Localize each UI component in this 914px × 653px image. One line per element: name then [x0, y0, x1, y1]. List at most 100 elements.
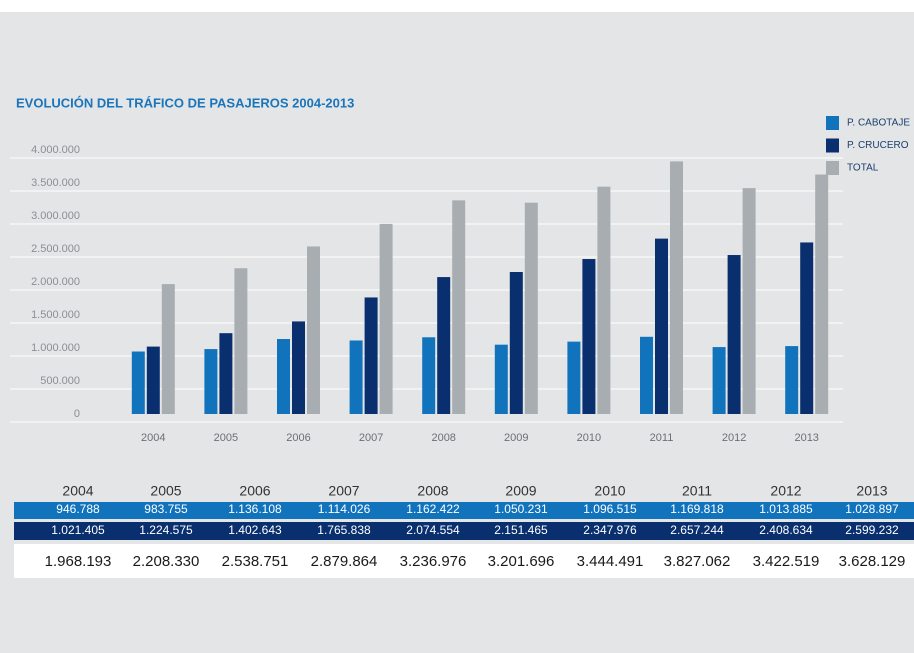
table-cell: 946.788 — [56, 502, 100, 516]
bar — [292, 321, 305, 414]
legend-swatch — [826, 116, 839, 130]
bar — [422, 337, 436, 414]
y-tick-label: 3.500.000 — [31, 177, 80, 189]
bar — [131, 351, 145, 414]
table-cell: 1.013.885 — [759, 502, 813, 516]
table-header: 2007 — [328, 483, 359, 499]
x-tick-label: 2008 — [431, 432, 455, 444]
table-header: 2005 — [150, 483, 181, 499]
table-cell: 1.765.838 — [317, 523, 371, 537]
y-tick-label: 2.500.000 — [31, 243, 80, 255]
bar — [742, 188, 756, 414]
legend-swatch — [826, 138, 839, 153]
table-cell: 3.628.129 — [839, 553, 906, 570]
bar — [800, 242, 814, 414]
bar — [277, 339, 290, 414]
y-tick-label: 2.000.000 — [31, 276, 80, 288]
bar — [785, 346, 799, 414]
table-cell: 3.827.062 — [664, 553, 731, 570]
table-row-bg — [14, 544, 914, 578]
table-cell: 1.021.405 — [51, 523, 105, 537]
table-cell: 1.096.515 — [583, 502, 637, 516]
bar — [452, 200, 466, 414]
table-cell: 2.347.976 — [583, 523, 637, 537]
bar — [494, 344, 508, 414]
bar — [567, 341, 581, 414]
top-band — [0, 0, 914, 12]
table-header: 2004 — [62, 483, 93, 499]
table-cell: 983.755 — [144, 502, 188, 516]
table-cell: 2.151.465 — [494, 523, 548, 537]
table-cell: 2.074.554 — [406, 523, 460, 537]
x-tick-label: 2013 — [794, 432, 818, 444]
y-tick-label: 3.000.000 — [31, 210, 80, 222]
table-cell: 1.224.575 — [139, 523, 193, 537]
bar — [437, 277, 451, 414]
table-cell: 1.402.643 — [228, 523, 282, 537]
x-tick-label: 2004 — [141, 432, 165, 444]
bar — [727, 255, 741, 414]
y-tick-label: 500.000 — [40, 375, 80, 387]
bar — [815, 174, 829, 414]
bar — [524, 202, 538, 414]
legend-label: P. CRUCERO — [847, 140, 909, 151]
table-cell: 2.208.330 — [133, 553, 200, 570]
table-cell: 2.408.634 — [759, 523, 813, 537]
bar — [655, 238, 668, 414]
y-tick-label: 1.500.000 — [31, 309, 80, 321]
legend-label: TOTAL — [847, 163, 879, 174]
table-cell: 2.657.244 — [670, 523, 724, 537]
table-cell: 1.114.026 — [318, 502, 371, 516]
table-cell: 1.136.108 — [228, 502, 282, 516]
chart-title: EVOLUCIÓN DEL TRÁFICO DE PASAJEROS 2004-… — [16, 95, 354, 110]
table-cell: 3.444.491 — [577, 553, 644, 570]
x-tick-label: 2010 — [577, 432, 601, 444]
x-tick-label: 2005 — [214, 432, 238, 444]
table-cell: 1.169.818 — [670, 502, 724, 516]
table-cell: 3.422.519 — [753, 553, 820, 570]
table-cell: 1.162.422 — [406, 502, 460, 516]
table-row-bg — [14, 522, 914, 540]
x-tick-label: 2011 — [650, 432, 674, 444]
table-cell: 2.879.864 — [311, 553, 378, 570]
table-cell: 3.201.696 — [488, 553, 555, 570]
table-header: 2008 — [417, 483, 448, 499]
y-tick-label: 0 — [74, 408, 80, 420]
legend-swatch — [826, 161, 839, 175]
table-header: 2006 — [239, 483, 270, 499]
bar — [670, 161, 683, 414]
bar — [712, 347, 726, 414]
table-header: 2012 — [770, 483, 801, 499]
table-cell: 1.028.897 — [845, 502, 899, 516]
bar — [364, 297, 378, 414]
bar — [204, 349, 218, 414]
table-cell: 1.968.193 — [45, 553, 112, 570]
x-tick-label: 2006 — [286, 432, 310, 444]
bar — [640, 336, 653, 414]
bar — [379, 223, 393, 414]
table-header: 2011 — [682, 483, 712, 499]
bar — [307, 246, 320, 414]
table-row-bg — [14, 502, 914, 519]
y-tick-label: 4.000.000 — [31, 144, 80, 156]
table-cell: 2.599.232 — [845, 523, 899, 537]
table-header: 2009 — [505, 483, 536, 499]
table-cell: 3.236.976 — [400, 553, 467, 570]
legend-label: P. CABOTAJE — [847, 118, 910, 129]
x-tick-label: 2009 — [504, 432, 528, 444]
bar — [219, 333, 233, 414]
bar — [597, 186, 611, 414]
table-cell: 2.538.751 — [222, 553, 289, 570]
y-tick-label: 1.000.000 — [31, 342, 80, 354]
table-cell: 1.050.231 — [494, 502, 548, 516]
x-tick-label: 2007 — [359, 432, 383, 444]
bar — [582, 259, 596, 414]
bar — [349, 340, 363, 414]
bar — [146, 346, 160, 414]
table-header: 2010 — [594, 483, 625, 499]
bar — [509, 272, 523, 414]
x-tick-label: 2012 — [722, 432, 746, 444]
bar — [161, 284, 175, 414]
